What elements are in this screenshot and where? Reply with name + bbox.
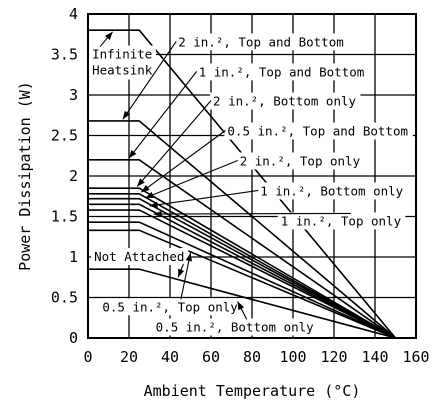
y-axis-label: Power Dissipation (W): [16, 81, 34, 271]
plot-frame: [87, 13, 417, 339]
annotation-bg: [236, 152, 365, 170]
annotation-leader: [122, 41, 177, 120]
y-tick-label: 1.5: [51, 208, 78, 226]
x-tick-label: 140: [361, 348, 388, 366]
annotation-bg: [277, 212, 406, 230]
x-tick-label: 120: [320, 348, 347, 366]
annotation-bg: [195, 63, 369, 81]
annotation-bg: [89, 45, 156, 80]
annotation-arrowhead: [129, 149, 137, 159]
annotation-leader: [128, 71, 198, 159]
annotation-leader: [136, 100, 212, 187]
x-tick-label: 80: [243, 348, 261, 366]
annotation-bg: [210, 92, 361, 110]
annotation-arrowhead: [137, 178, 145, 187]
y-tick-label: 4: [69, 5, 78, 23]
y-tick-label: 0.5: [51, 289, 78, 307]
annotation-label: 2 in.², Bottom only: [213, 94, 356, 109]
annotation-bg: [152, 318, 319, 336]
series-line-4: [88, 193, 396, 339]
annotation-leader: [140, 130, 226, 193]
annotation-label: 0.5 in.², Bottom only: [156, 320, 315, 335]
annotation-bg: [224, 122, 413, 140]
x-tick-label: 100: [279, 348, 306, 366]
annotation-label: Infinite: [92, 47, 152, 62]
tick-labels: 0 20 40 60 80 100 120 140 160 0 0.5 1 1.5 2 2.5 3 3.5 4: [51, 5, 430, 366]
y-tick-label: 2: [69, 167, 78, 185]
x-tick-label: 60: [202, 348, 220, 366]
annotation-bg: [91, 248, 189, 266]
annotation-leader: [145, 159, 238, 199]
y-tick-label: 2.5: [51, 127, 78, 145]
annotation-label-line2: Heatsink: [92, 63, 153, 78]
annotation-label: 0.5 in.², Top only: [102, 299, 238, 314]
series-line-10: [88, 268, 396, 339]
annotation-arrowhead: [145, 191, 155, 198]
annotation-arrowhead: [178, 268, 185, 278]
series-line-8: [88, 221, 396, 339]
annotation-bg: [99, 298, 243, 316]
annotation-arrowhead: [237, 301, 245, 311]
y-tick-label: 3.5: [51, 46, 78, 64]
series-line-1: [88, 120, 397, 339]
annotation-arrowhead: [149, 201, 158, 209]
annotation-leader: [149, 189, 259, 207]
annotation-label: 2 in.², Top and Bottom: [178, 34, 344, 49]
y-tick-label: 1: [69, 248, 78, 266]
annotation-bg: [257, 182, 408, 200]
series-line-7: [88, 209, 396, 339]
annotation-leader: [153, 212, 351, 215]
series-line-5: [88, 197, 396, 339]
annotation-label: 0.5 in.², Top and Bottom: [227, 124, 408, 139]
series-group: [88, 29, 397, 339]
x-tick-label: 0: [83, 348, 92, 366]
series-line-2: [88, 159, 396, 339]
x-axis-label: Ambient Temperature (°C): [144, 382, 361, 400]
annotation-label: 2 in.², Top only: [240, 153, 361, 168]
x-tick-label: 40: [161, 348, 179, 366]
x-tick-label: 160: [402, 348, 429, 366]
annotation-label: Not Attached: [94, 249, 184, 264]
annotation-label: 1 in.², Bottom only: [260, 183, 403, 198]
x-tick-label: 20: [120, 348, 138, 366]
series-line-9: [88, 229, 396, 339]
annotation-label: 1 in.², Top and Bottom: [199, 64, 365, 79]
y-tick-label: 3: [69, 86, 78, 104]
annotation-arrowhead: [122, 110, 131, 120]
series-line-3: [88, 187, 396, 339]
series-line-0: [88, 29, 397, 339]
annotation-arrowhead: [185, 252, 193, 262]
annotation-arrowhead: [153, 210, 162, 218]
y-tick-label: 0: [69, 329, 78, 347]
series-line-6: [88, 203, 396, 339]
annotation-label: 1 in.², Top only: [281, 213, 402, 228]
annotation-arrowhead: [104, 31, 113, 40]
annotation-arrowhead: [141, 184, 150, 193]
annotation-bg: [175, 33, 349, 51]
